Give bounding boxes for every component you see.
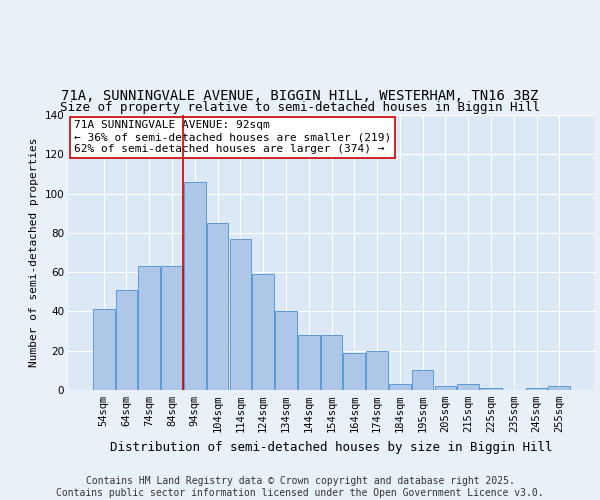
Bar	[275, 312, 297, 390]
Bar	[548, 386, 570, 390]
Bar	[139, 266, 160, 390]
Bar	[161, 266, 183, 390]
Bar	[298, 335, 320, 390]
Text: 71A, SUNNINGVALE AVENUE, BIGGIN HILL, WESTERHAM, TN16 3BZ: 71A, SUNNINGVALE AVENUE, BIGGIN HILL, WE…	[61, 88, 539, 102]
Bar	[526, 388, 547, 390]
Y-axis label: Number of semi-detached properties: Number of semi-detached properties	[29, 138, 39, 367]
Bar	[320, 335, 343, 390]
Text: Contains HM Land Registry data © Crown copyright and database right 2025.
Contai: Contains HM Land Registry data © Crown c…	[56, 476, 544, 498]
Bar	[366, 350, 388, 390]
Bar	[184, 182, 206, 390]
Bar	[434, 386, 456, 390]
Bar	[480, 388, 502, 390]
Text: 71A SUNNINGVALE AVENUE: 92sqm
← 36% of semi-detached houses are smaller (219)
62: 71A SUNNINGVALE AVENUE: 92sqm ← 36% of s…	[74, 120, 392, 154]
X-axis label: Distribution of semi-detached houses by size in Biggin Hill: Distribution of semi-detached houses by …	[110, 440, 553, 454]
Bar	[93, 310, 115, 390]
Bar	[116, 290, 137, 390]
Bar	[343, 352, 365, 390]
Bar	[389, 384, 410, 390]
Bar	[457, 384, 479, 390]
Text: Size of property relative to semi-detached houses in Biggin Hill: Size of property relative to semi-detach…	[60, 100, 540, 114]
Bar	[412, 370, 433, 390]
Bar	[253, 274, 274, 390]
Bar	[230, 239, 251, 390]
Bar	[207, 223, 229, 390]
